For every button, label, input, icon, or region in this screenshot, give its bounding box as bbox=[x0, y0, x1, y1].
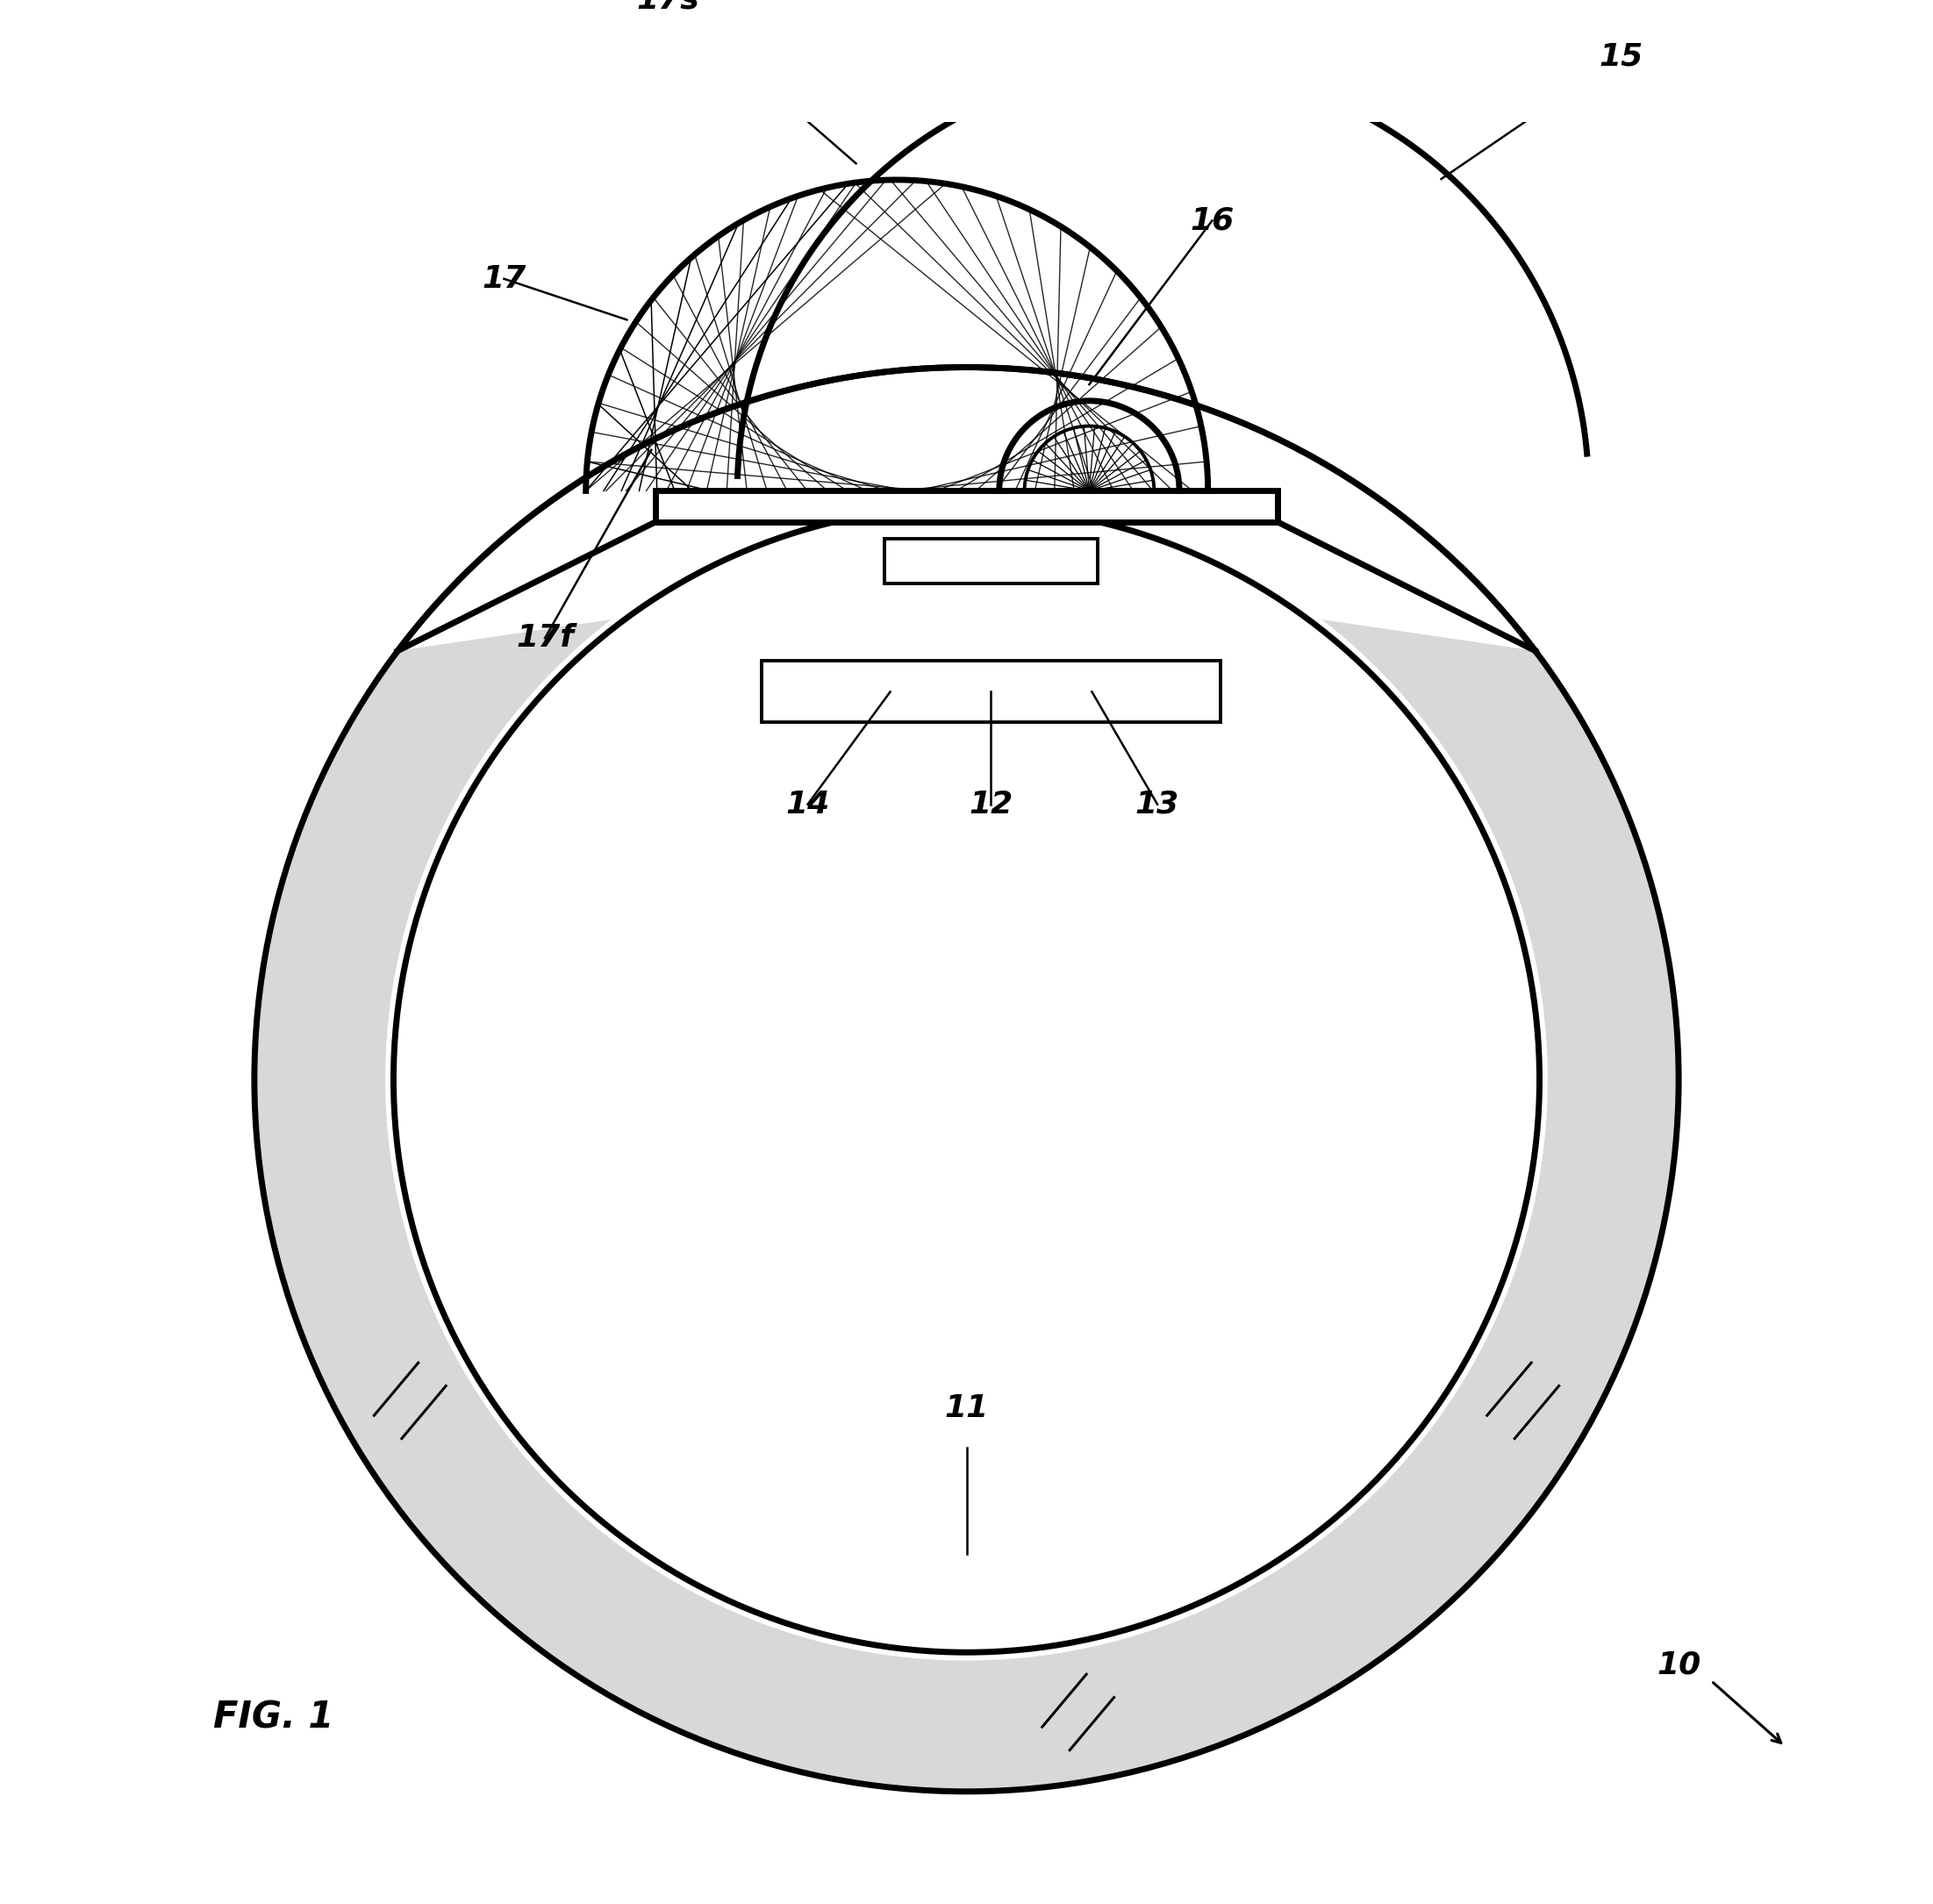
Circle shape bbox=[255, 367, 1678, 1792]
Text: FIG. 1: FIG. 1 bbox=[213, 1700, 334, 1736]
Bar bbox=[655, 491, 1278, 522]
Text: 10: 10 bbox=[1657, 1649, 1701, 1679]
Text: 15: 15 bbox=[1599, 42, 1643, 70]
Polygon shape bbox=[398, 367, 1535, 651]
Text: 16: 16 bbox=[1191, 206, 1233, 236]
Text: 17: 17 bbox=[481, 265, 526, 293]
Text: 11: 11 bbox=[945, 1394, 988, 1422]
Bar bbox=[885, 539, 1098, 583]
Text: 12: 12 bbox=[968, 790, 1013, 819]
Text: 14: 14 bbox=[785, 790, 829, 819]
Text: 17f: 17f bbox=[516, 623, 574, 653]
Text: 17s: 17s bbox=[636, 0, 700, 15]
Text: 13: 13 bbox=[1135, 790, 1179, 819]
Bar bbox=[762, 661, 1220, 722]
Circle shape bbox=[394, 506, 1539, 1653]
Circle shape bbox=[385, 499, 1548, 1660]
